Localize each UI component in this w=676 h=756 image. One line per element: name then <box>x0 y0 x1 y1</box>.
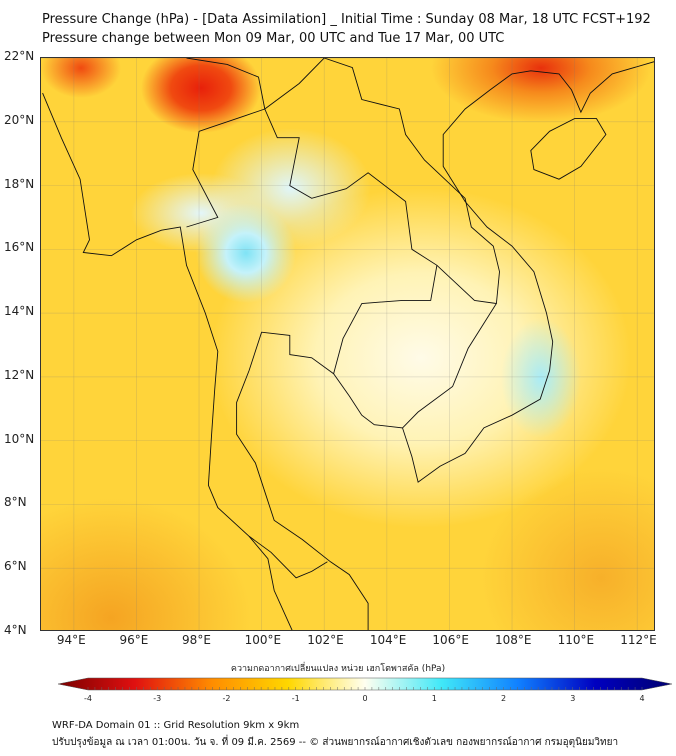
footer-credit: ปรับปรุงข้อมูล ณ เวลา 01:00น. วัน จ. ที่… <box>52 737 619 748</box>
pressure-change-map <box>40 57 655 631</box>
lon-tick-label: 106°E <box>432 633 469 647</box>
lon-tick-label: 110°E <box>557 633 595 647</box>
lon-tick-label: 94°E <box>56 633 86 647</box>
lat-tick-label: 4°N <box>4 623 27 637</box>
colorbar-tick-label: -4 <box>84 694 92 703</box>
laos-border <box>264 58 500 304</box>
lon-tick-label: 96°E <box>119 633 149 647</box>
lat-tick-label: 6°N <box>4 559 27 574</box>
east-coastline <box>236 61 654 630</box>
lon-tick-label: 104°E <box>369 633 407 647</box>
lat-tick-label: 22°N <box>4 49 35 63</box>
colorbar-tick-label: -2 <box>222 694 231 703</box>
colorbar-tick-label: -3 <box>153 694 162 703</box>
lat-tick-label: 8°N <box>4 495 27 510</box>
colorbar-tick-label: 0 <box>362 694 368 703</box>
coastlines-and-grid <box>41 58 654 630</box>
lon-tick-label: 100°E <box>244 633 282 647</box>
colorbar-label: ความกดอากาศเปลี่ยนแปลง หน่วย เฮกโตพาสคัล… <box>230 664 446 674</box>
colorbar-tick-label: -1 <box>291 694 300 703</box>
lon-tick-label: 112°E <box>620 633 657 647</box>
colorbar <box>58 677 672 691</box>
colorbar-tick-label: 2 <box>500 694 507 703</box>
chart-subtitle: Pressure change between Mon 09 Mar, 00 U… <box>42 31 505 46</box>
colorbar-tick-label: 1 <box>431 694 437 703</box>
chart-title: Pressure Change (hPa) - [Data Assimilati… <box>42 12 651 27</box>
colorbar-tick-label: 3 <box>570 694 576 703</box>
hainan-coastline <box>530 118 607 180</box>
lon-tick-label: 102°E <box>307 633 344 647</box>
lat-tick-label: 18°N <box>4 176 35 191</box>
lat-tick-label: 14°N <box>4 304 35 319</box>
lat-tick-label: 16°N <box>4 240 35 255</box>
malaysia-border <box>248 535 328 579</box>
lat-tick-label: 10°N <box>4 431 35 446</box>
lon-tick-label: 108°E <box>495 633 532 647</box>
thailand-border <box>186 108 438 374</box>
west-coastline <box>42 92 293 630</box>
lon-tick-label: 98°E <box>182 633 211 647</box>
lat-tick-label: 20°N <box>4 112 35 127</box>
myanmar-border <box>186 58 266 110</box>
lat-tick-label: 12°N <box>4 367 35 382</box>
cambodia-border <box>402 264 498 429</box>
colorbar-tick-label: 4 <box>639 694 645 703</box>
footer-model-info: WRF-DA Domain 01 :: Grid Resolution 9km … <box>52 720 300 731</box>
